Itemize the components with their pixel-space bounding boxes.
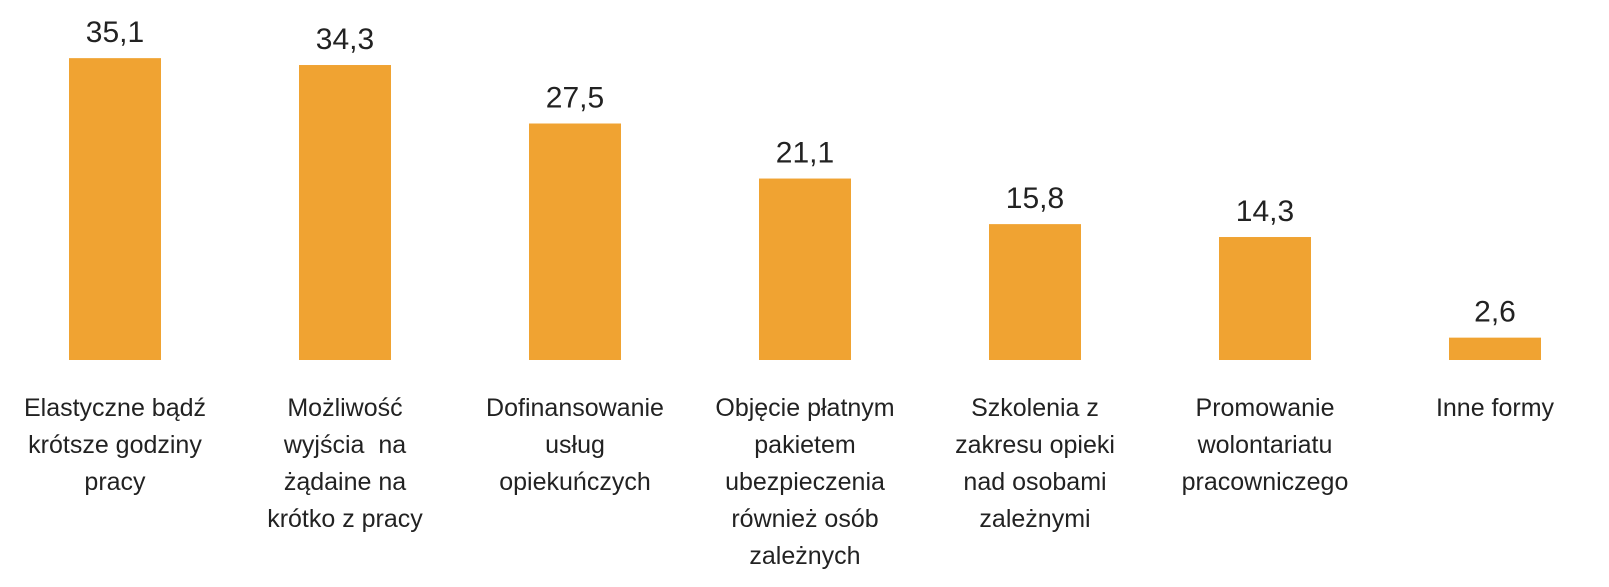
- x-tick-label: Objęcie płatnym pakietem ubezpieczenia równ…: [715, 394, 894, 570]
- value-label: 15,8: [1006, 182, 1064, 215]
- bar: [1449, 337, 1541, 360]
- bar: [299, 65, 391, 361]
- value-label: 14,3: [1236, 195, 1294, 228]
- x-tick-label: Szkolenia z zakresu opieki nad osobami zale…: [955, 394, 1115, 533]
- bar: [1219, 237, 1311, 360]
- bar: [529, 123, 621, 360]
- value-label: 27,5: [546, 82, 604, 115]
- value-label: 21,1: [776, 137, 834, 170]
- x-tick-label: Promowanie wolontariatu pracowniczego: [1182, 394, 1349, 496]
- x-tick-label: Inne formy: [1436, 394, 1555, 422]
- bar: [759, 178, 851, 360]
- value-label: 35,1: [86, 16, 144, 49]
- x-tick-label: Elastyczne bądź krótsze godziny pracy: [24, 394, 206, 496]
- bar: [69, 58, 161, 360]
- value-label: 34,3: [316, 23, 374, 56]
- x-tick-label: Możliwość wyjścia na żądaine na krótko z pr…: [267, 394, 423, 533]
- bar: [989, 224, 1081, 360]
- x-tick-label: Dofinansowanie usług opiekuńczych: [486, 394, 664, 496]
- value-label: 2,6: [1474, 296, 1516, 329]
